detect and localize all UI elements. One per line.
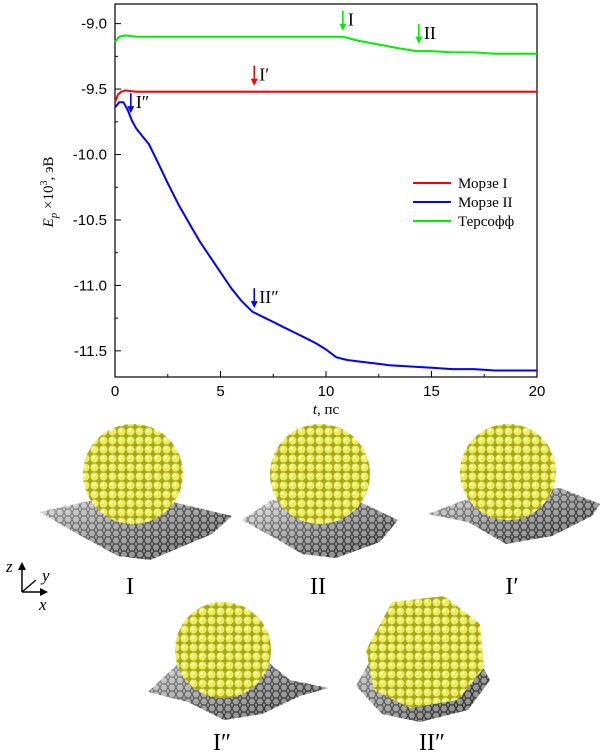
annotation-1: I [339, 10, 354, 31]
legend-label-tersoff: Терсофф [458, 214, 515, 230]
snapshot-panel-1: I [40, 424, 232, 600]
structure-snapshots: I II I′ z y x I″ II″ [5, 424, 600, 752]
legend-label-morse-1: Морзе I [458, 176, 507, 192]
x-axis-label: t, пс [313, 402, 340, 418]
annotation-arrowhead [415, 36, 423, 44]
annotation-3: I′ [250, 65, 269, 86]
snapshot-panel-4: I″ [148, 602, 328, 752]
annotation-arrowhead [339, 23, 347, 31]
metal-cluster [270, 424, 370, 524]
metal-cluster [175, 602, 271, 698]
annotation-label: I′ [259, 65, 269, 85]
x-tick-label: 0 [111, 383, 119, 400]
axis-y-label: y [40, 566, 50, 585]
x-tick-label: 20 [529, 383, 546, 400]
y-tick-label: -11.0 [74, 277, 107, 294]
annotation-4: I″ [127, 92, 150, 114]
annotation-label: I″ [136, 92, 150, 112]
snapshot-label-5: II″ [419, 730, 445, 752]
snapshot-label-2: II [310, 574, 326, 600]
coordinate-axes: z y x [5, 557, 50, 614]
series-line-1 [114, 89, 537, 103]
y-tick-label: -10.5 [73, 212, 107, 229]
annotation-5: II″ [250, 287, 279, 309]
annotation-arrowhead [127, 106, 135, 114]
series-line-2 [114, 101, 537, 372]
metal-cluster [83, 424, 183, 524]
energy-chart: 0 5 10 15 20 -9.0-9.5-10.0-10.5-11.0-11.5 II… [39, 3, 546, 418]
y-axis-ticks: -9.0 -9.5 -10.0 -10.5 -11.0 -11.5 [73, 16, 121, 360]
series-lines [114, 34, 537, 372]
annotation-label: II″ [259, 287, 279, 307]
annotation-2: II [415, 23, 436, 44]
annotation-arrowhead [250, 78, 258, 86]
snapshot-label-3: I′ [505, 574, 518, 600]
y-axis-label: Ep ×103, эВ [39, 157, 60, 229]
legend: Морзе I Морзе II Терсофф [413, 176, 515, 230]
y-tick-label: -9.5 [81, 81, 107, 98]
y-tick-label: -11.5 [74, 343, 107, 360]
y-tick-label: -10.0 [73, 147, 107, 164]
annotation-label: II [424, 23, 436, 43]
annotation-arrowhead [250, 301, 258, 309]
x-axis-ticks: 0 5 10 15 20 [111, 371, 546, 400]
snapshot-panel-2: II [242, 424, 398, 600]
x-tick-label: 5 [216, 383, 224, 400]
legend-label-morse-2: Морзе II [458, 195, 512, 211]
snapshot-label-4: I″ [213, 730, 231, 752]
axis-z-label: z [5, 557, 13, 576]
metal-cluster [366, 596, 484, 708]
snapshot-panel-3: I′ [428, 424, 600, 600]
metal-cluster [460, 424, 556, 520]
snapshot-panel-5: II″ [356, 596, 490, 752]
annotation-label: I [348, 10, 354, 30]
snapshot-label-1: I [126, 574, 134, 600]
x-tick-label: 10 [318, 383, 335, 400]
axis-x-label: x [38, 595, 47, 614]
y-tick-label: -9.0 [81, 16, 107, 33]
x-tick-label: 15 [423, 383, 440, 400]
series-line-3 [114, 34, 537, 55]
